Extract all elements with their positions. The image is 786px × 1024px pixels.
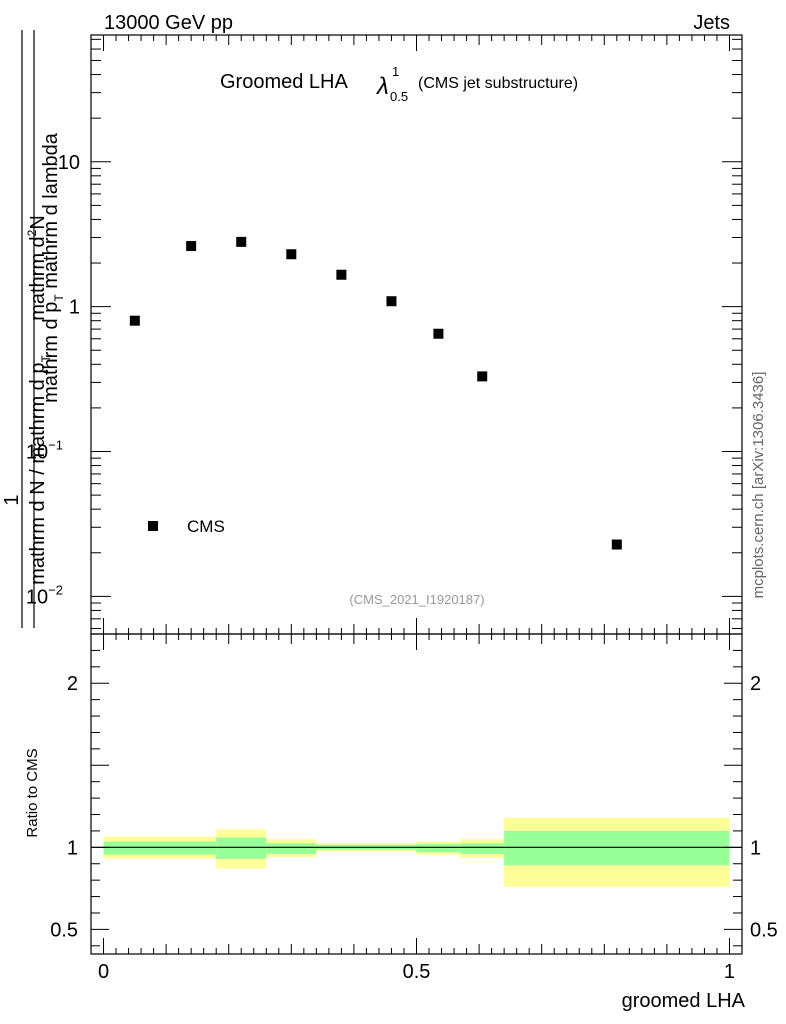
watermark: mcplots.cern.ch [arXiv:1306.3436]	[750, 372, 767, 599]
ylabel-bottom-sub: T	[52, 294, 66, 302]
data-point	[236, 236, 247, 247]
svg-text:mathrm d2N: mathrm d2N	[25, 215, 49, 321]
data-point	[186, 241, 197, 252]
ratio-uncertainty-bands	[103, 817, 730, 887]
legend-marker-cms	[148, 521, 158, 531]
ratio-y-tick-label-right: 0.5	[750, 919, 778, 941]
ylabel-top-sup: 2	[25, 229, 39, 236]
ratio-y-tick-label-left: 0.5	[50, 919, 78, 941]
ratio-y-tick-label-right: 2	[750, 673, 761, 695]
title-lambda: λ	[375, 73, 389, 100]
ylabel-left-num: 1	[1, 494, 23, 505]
y-tick-label: 10−1	[26, 438, 63, 464]
ylabel-top2: N	[27, 215, 49, 229]
data-point	[386, 296, 397, 307]
data-point	[129, 315, 140, 326]
legend: CMS	[148, 517, 225, 536]
band-inner-bin	[216, 837, 267, 859]
title-subscript: 0.5	[390, 89, 408, 104]
data-point	[286, 249, 297, 260]
data-point	[477, 371, 488, 382]
data-point	[433, 328, 444, 339]
title-text: Groomed LHA	[220, 71, 348, 93]
x-tick-label: 0.5	[403, 961, 431, 983]
ratio-y-tick-label-left: 2	[67, 673, 78, 695]
ylabel-left-den: mathrm d N / mathrm d p	[27, 363, 49, 585]
band-inner-bin	[416, 844, 461, 853]
y-tick-label: 1	[69, 297, 80, 319]
ratio-panel-frame	[90, 633, 743, 955]
ratio-y-tick-label-left: 1	[67, 837, 78, 859]
upper-panel-frame	[90, 34, 743, 635]
x-axis-label: groomed LHA	[622, 990, 746, 1012]
ylabel-top: mathrm d	[27, 236, 49, 320]
title-subtitle: (CMS jet substructure)	[418, 75, 578, 92]
data-points	[129, 236, 622, 550]
band-inner-bin	[266, 843, 317, 854]
energy-label: 13000 GeV pp	[104, 12, 233, 34]
svg-text:mathrm d pT mathrm d lambda: mathrm d pT mathrm d lambda	[40, 132, 66, 403]
y-tick-label: 10	[58, 152, 80, 174]
x-tick-label: 0	[98, 961, 109, 983]
ylabel-bottom: mathrm d p	[40, 302, 62, 403]
x-tick-label: 1	[724, 961, 735, 983]
ylabel-left-den-sub: T	[39, 355, 53, 363]
svg-text:mathrm d N / mathrm d pT: mathrm d N / mathrm d pT	[27, 355, 53, 585]
upper-y-axis-label: mathrm d2N mathrm d pT mathrm d lambda 1…	[1, 30, 66, 628]
process-label: Jets	[693, 12, 730, 34]
band-inner-bin	[460, 843, 505, 854]
ylabel-bottom2: mathrm d lambda	[40, 132, 62, 294]
ratio-y-tick-label-right: 1	[750, 837, 761, 859]
title-superscript: 1	[392, 64, 399, 79]
band-inner-bin	[103, 841, 217, 855]
legend-label-cms: CMS	[187, 517, 225, 536]
data-point	[336, 269, 347, 280]
data-point	[611, 539, 622, 550]
band-inner-bin	[504, 830, 730, 866]
y-tick-label: 10−2	[26, 582, 63, 608]
ratio-axis-ticks: 0.5 0.5 1 1 2 2 0 0.5 1	[50, 634, 778, 983]
upper-axis-ticks: 10 1 10−1 10−2	[26, 35, 742, 634]
main-title: Groomed LHA λ 1 0.5 (CMS jet substructur…	[220, 64, 578, 104]
ratio-ylabel: Ratio to CMS	[24, 748, 41, 837]
analysis-id: (CMS_2021_I1920187)	[349, 592, 484, 607]
